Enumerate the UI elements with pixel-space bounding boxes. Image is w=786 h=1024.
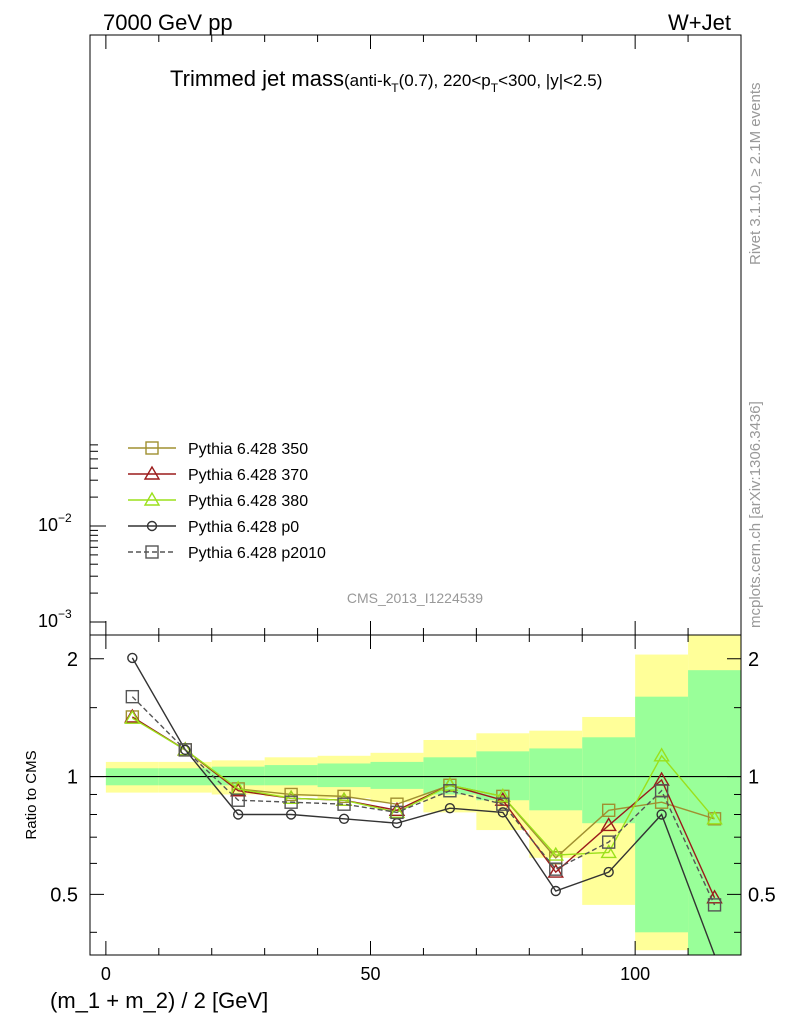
data-point [444, 803, 456, 814]
data-point [601, 803, 616, 817]
plot-title-cuts-mid: (0.7), 220<p [399, 71, 491, 90]
data-point [653, 747, 670, 762]
legend-label: Pythia 6.428 p0 [188, 519, 299, 536]
main-panel: 10−2 10−3 CMS_2013_I1224539 Pythia 6.428… [38, 34, 742, 636]
band-inner-bin [264, 765, 318, 786]
data-point [285, 809, 297, 820]
legend-marker [146, 520, 158, 532]
reference-bands [105, 635, 741, 955]
rivet-label: Rivet 3.1.10, ≥ 2.1M events [747, 83, 764, 266]
y-tick-label-right: 2 [748, 649, 759, 671]
data-point [127, 652, 138, 664]
ratio-panel-frame [89, 634, 742, 956]
band-inner-bin [317, 763, 371, 788]
legend-label: Pythia 6.428 370 [188, 467, 308, 484]
data-point [338, 813, 350, 824]
band-inner-bin [370, 761, 424, 789]
series-line [131, 716, 716, 899]
header-right: W+Jet [668, 10, 731, 35]
data-point [656, 809, 667, 820]
data-point [549, 862, 563, 876]
series-line [131, 696, 716, 906]
ratio-ylabel: Ratio to CMS [23, 750, 40, 839]
series-p2010 [125, 689, 722, 912]
data-point [600, 844, 617, 859]
data-point [124, 709, 141, 724]
data-point [284, 787, 298, 802]
legend: Pythia 6.428 350 Pythia 6.428 370 Pythia 6… [128, 441, 326, 562]
data-point [497, 807, 509, 818]
band-inner-bin [582, 737, 636, 824]
data-point [547, 863, 564, 878]
main-ytick-label-1: 10−2 [38, 511, 72, 535]
legend-marker [143, 491, 161, 506]
data-point [180, 744, 191, 756]
y-tick-label: 2 [67, 649, 78, 671]
data-point [496, 797, 510, 811]
data-point [388, 801, 406, 816]
data-point [337, 789, 351, 804]
data-point [550, 885, 561, 897]
y-tick-label-right: 0.5 [748, 884, 776, 906]
y-tick-label-right: 1 [748, 767, 759, 789]
plot-title: Trimmed jet mass(anti-kT(0.7), 220<pT<30… [170, 66, 602, 95]
main-ytick-label-2: 10−3 [38, 607, 72, 631]
plot-title-cuts-prefix: (anti-k [344, 71, 392, 90]
y-tick-label: 0.5 [50, 884, 78, 906]
band-inner-bin [529, 748, 583, 811]
data-point [603, 866, 614, 878]
mcplots-label: mcplots.cern.ch [arXiv:1306.3436] [747, 401, 764, 628]
data-point [706, 810, 723, 825]
data-point [178, 743, 192, 757]
data-point [282, 789, 300, 804]
data-point [335, 791, 353, 806]
legend-marker [145, 441, 159, 455]
series-group [124, 652, 723, 956]
data-point [284, 795, 298, 809]
data-point [654, 784, 669, 798]
x-tick-label: 50 [360, 964, 380, 984]
analysis-id: CMS_2013_I1224539 [347, 590, 483, 606]
main-panel-ticks [90, 35, 742, 635]
legend-marker [145, 545, 159, 559]
x-axis-label: (m_1 + m_2) / 2 [GeV] [50, 988, 268, 1013]
legend-label: Pythia 6.428 p2010 [188, 545, 326, 562]
ratio-panel: 0 50 100 2 2 1 1 0.5 0.5 Ratio to CMS (m_1 + m_2… [23, 634, 776, 1013]
series-p380 [124, 709, 723, 861]
data-point [707, 898, 722, 912]
header-left: 7000 GeV pp [103, 10, 233, 35]
data-point [337, 797, 351, 811]
data-point [601, 835, 616, 849]
plot-title-cuts-suffix: <300, |y|<2.5) [498, 71, 602, 90]
plot-title-sub1: T [391, 81, 399, 95]
legend-marker [143, 465, 161, 480]
series-line [131, 717, 716, 856]
x-tick-label: 0 [101, 964, 111, 984]
data-point [390, 805, 404, 820]
data-point [600, 817, 617, 832]
data-point [388, 803, 406, 819]
plot-title-main: Trimmed jet mass [170, 66, 344, 91]
data-point [494, 787, 512, 803]
ratio-panel-ticks: 0 50 100 2 2 1 1 0.5 0.5 [50, 635, 776, 984]
series-line [131, 657, 716, 956]
data-point [125, 689, 140, 704]
legend-label: Pythia 6.428 380 [188, 493, 308, 510]
data-point [443, 784, 457, 798]
x-tick-label: 100 [620, 964, 650, 984]
legend-label: Pythia 6.428 350 [188, 441, 308, 458]
data-point [231, 793, 245, 807]
data-point [547, 846, 564, 861]
plot-title-sub2: T [491, 81, 499, 95]
y-tick-label: 1 [67, 767, 78, 789]
data-point [232, 809, 244, 820]
